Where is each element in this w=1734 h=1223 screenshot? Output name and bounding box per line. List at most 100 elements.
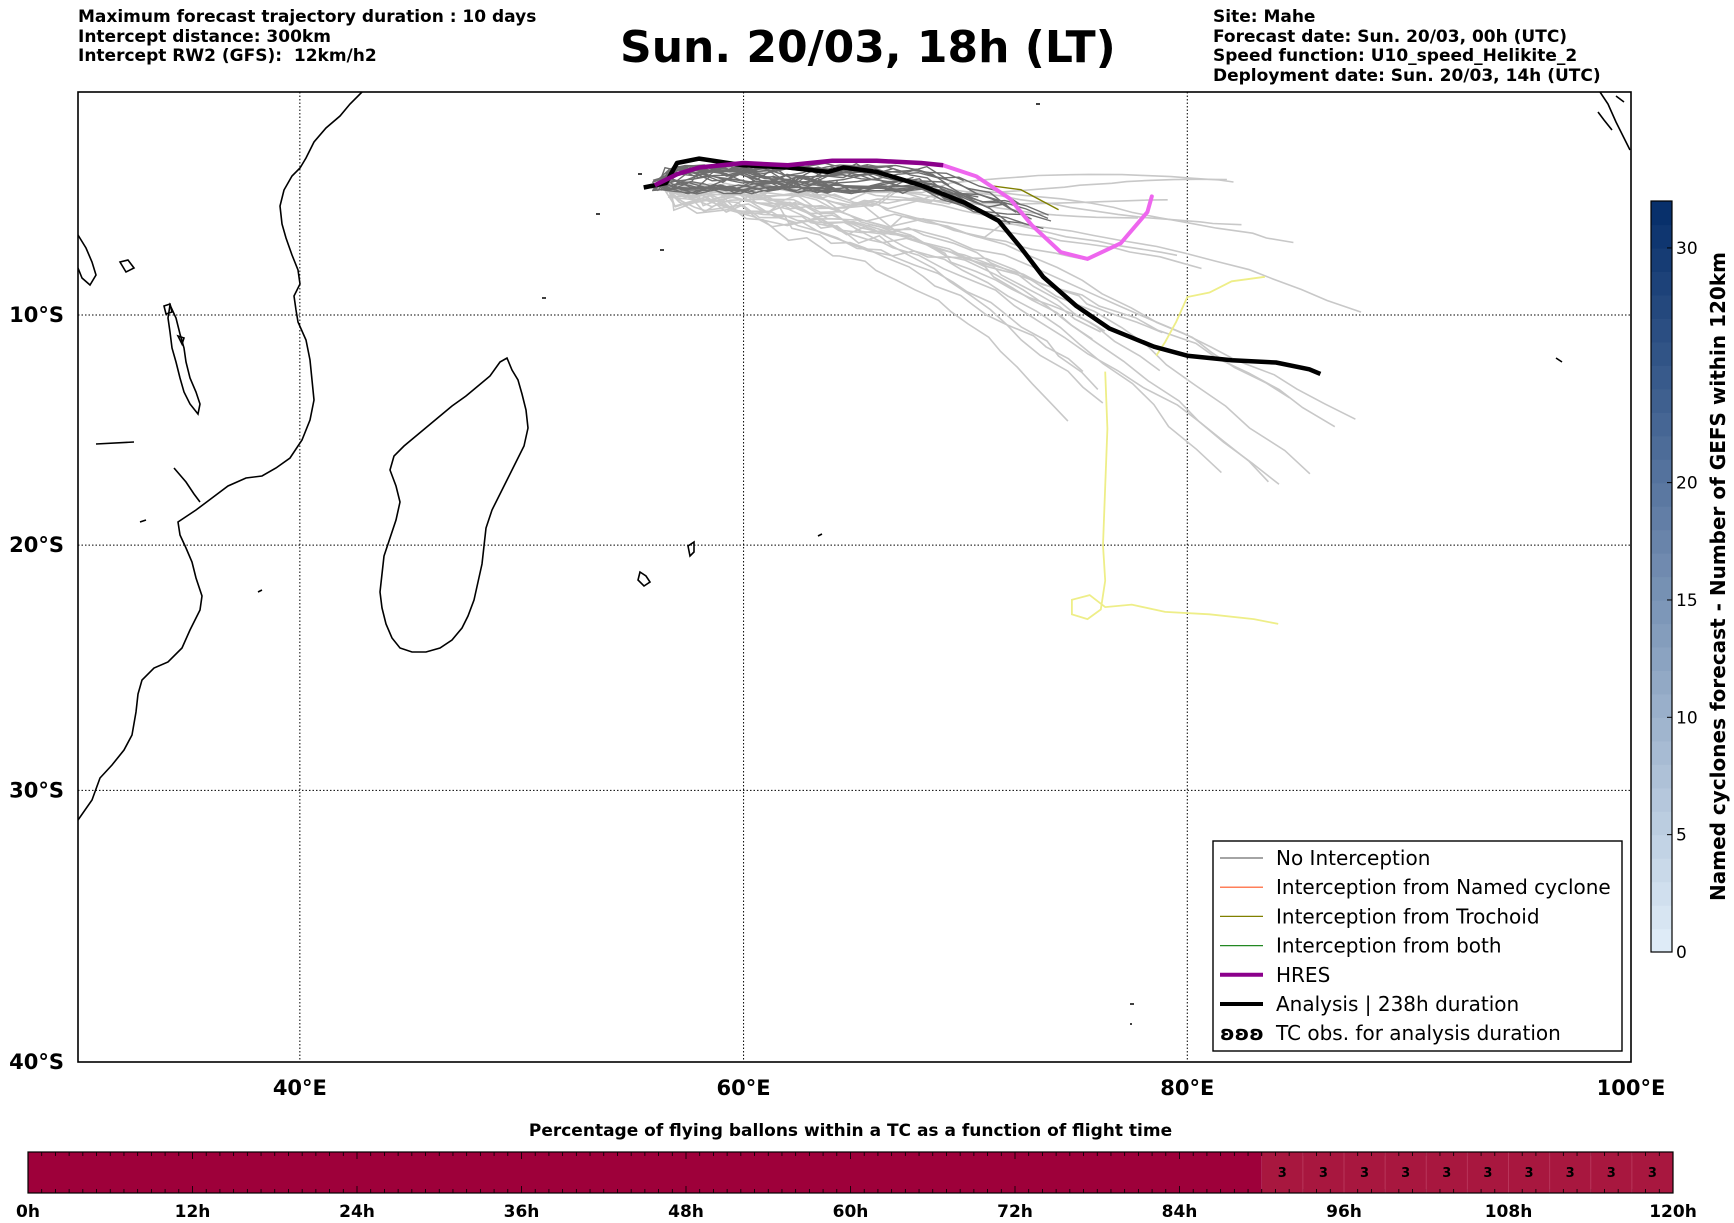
colorbar-tick-label: 30	[1676, 239, 1698, 259]
colorbar-segment	[1651, 201, 1672, 226]
colorbar-segment	[1651, 247, 1672, 272]
header-line: Maximum forecast trajectory duration : 1…	[78, 7, 537, 27]
ensemble-track-light	[675, 185, 1106, 332]
colorbar-segment	[1651, 740, 1672, 765]
ensemble-track-light	[668, 188, 1291, 399]
colorbar-segment	[1651, 858, 1672, 883]
legend-label: No Interception	[1276, 846, 1430, 870]
percentage-cell-value: 3	[1648, 1166, 1657, 1181]
percentage-cell-value: 3	[1525, 1166, 1534, 1181]
colorbar-segment	[1651, 271, 1672, 296]
legend-label: Interception from both	[1276, 934, 1502, 958]
colorbar-segment	[1651, 224, 1672, 249]
header-left-info: Maximum forecast trajectory duration : 1…	[78, 7, 537, 67]
percentage-cell-value: 3	[1483, 1166, 1492, 1181]
colorbar-segment	[1651, 459, 1672, 484]
lat-tick-label: 30°S	[9, 778, 64, 802]
header-line: Intercept RW2 (GFS): 12km/h2	[78, 46, 377, 66]
header-right-info: Site: Mahe Forecast date: Sun. 20/03, 00h…	[1213, 7, 1601, 86]
page-title: Sun. 20/03, 18h (LT)	[620, 22, 1116, 73]
legend-item: Analysis | 238h duration	[1220, 992, 1519, 1016]
ensemble-track-dark	[652, 172, 1000, 202]
axis-labels: 40°E 60°E 80°E 100°E 10°S 20°S 30°S 40°S	[9, 303, 1665, 1100]
legend-label: HRES	[1276, 963, 1330, 987]
colorbar-tick-label: 0	[1676, 943, 1687, 963]
colorbar-segment	[1651, 553, 1672, 578]
colorbar-segment	[1651, 294, 1672, 319]
coastlines	[78, 92, 1631, 1025]
analysis-track	[643, 156, 1322, 376]
colorbar-tick-label: 20	[1676, 474, 1698, 494]
colorbar-segment	[1651, 928, 1672, 953]
colorbar-segment	[1651, 412, 1672, 437]
percentage-bar-frame	[27, 1151, 1674, 1194]
trochoid-track	[987, 184, 1059, 211]
percentage-bar-tick-label: 48h	[668, 1202, 704, 1222]
tc-obs-symbol: ʚʚʚ	[1220, 1021, 1264, 1045]
colorbar-segment	[1651, 318, 1672, 343]
header-line: Forecast date: Sun. 20/03, 00h (UTC)	[1213, 26, 1568, 47]
legend-label: Interception from Named cyclone	[1276, 875, 1611, 899]
highlight-tracks	[643, 156, 1322, 625]
colorbar-title: Named cyclones forecast - Number of GEFS…	[1706, 252, 1730, 901]
colorbar-segment	[1651, 646, 1672, 671]
percentage-bar-tick-label: 12h	[175, 1202, 211, 1222]
percentage-cell-value: 3	[1360, 1166, 1369, 1181]
ensemble-track-dark	[653, 162, 962, 201]
percentage-cell-value: 3	[1442, 1166, 1451, 1181]
legend-item: Interception from Named cyclone	[1220, 875, 1611, 899]
tc-percentage-bar: Percentage of flying ballons within a TC…	[16, 1121, 1697, 1222]
colorbar-segment	[1651, 600, 1672, 625]
percentage-cell-value: 3	[1319, 1166, 1328, 1181]
ensemble-track-light	[654, 183, 1311, 475]
colorbar-segment	[1651, 341, 1672, 366]
colorbar-segment	[1651, 693, 1672, 718]
legend-item: HRES	[1220, 963, 1330, 987]
header-line: Intercept distance: 300km	[78, 26, 331, 47]
ensemble-track-dark	[658, 163, 880, 193]
colorbar-segment	[1651, 529, 1672, 554]
percentage-bar-fill	[28, 1152, 1262, 1193]
ensemble-track-dark	[652, 169, 1049, 216]
percentage-bar-tick-label: 84h	[1162, 1202, 1198, 1222]
colorbar-segment	[1651, 365, 1672, 390]
colorbar-segment	[1651, 576, 1672, 601]
percentage-bar-tick-label: 72h	[997, 1202, 1033, 1222]
percentage-cell-value: 3	[1607, 1166, 1616, 1181]
map-frame	[77, 91, 1632, 1063]
colorbar-tick-label: 15	[1676, 591, 1698, 611]
colorbar-segment	[1651, 482, 1672, 507]
tc-observation-track	[1155, 275, 1266, 357]
legend-label: TC obs. for analysis duration	[1275, 1021, 1561, 1045]
colorbar-segment	[1651, 435, 1672, 460]
australia-corner	[1599, 92, 1631, 151]
madagascar-coastline	[379, 356, 529, 653]
arabia-coastline	[78, 234, 97, 287]
colorbar-segment	[1651, 388, 1672, 413]
legend-label: Interception from Trochoid	[1276, 904, 1540, 928]
legend: No Interception Interception from Named c…	[1212, 840, 1623, 1052]
hres-tail-track	[941, 163, 1154, 262]
hres-track	[653, 158, 944, 188]
ensemble-track-light	[663, 173, 1234, 210]
indonesia-fragments	[1597, 95, 1625, 131]
seychelles-dots	[542, 173, 1563, 1025]
lon-tick-label: 80°E	[1160, 1076, 1214, 1100]
africa-coastline	[78, 92, 363, 821]
colorbar-frame	[1650, 200, 1673, 953]
percentage-cell-value: 3	[1566, 1166, 1575, 1181]
colorbar-segment	[1651, 764, 1672, 789]
legend-item: ʚʚʚ TC obs. for analysis duration	[1220, 1021, 1561, 1045]
small-islands	[95, 103, 1040, 593]
legend-item: No Interception	[1220, 846, 1430, 870]
left-island-chain	[167, 302, 201, 416]
tc-observation-track	[1071, 371, 1279, 625]
percentage-bar-tick-label: 24h	[339, 1202, 375, 1222]
lon-tick-label: 40°E	[273, 1076, 327, 1100]
percentage-cell-value: 3	[1401, 1166, 1410, 1181]
percentage-bar-tick-label: 60h	[833, 1202, 869, 1222]
ensemble-track-light	[664, 179, 1280, 485]
percentage-bar-tick-label: 120h	[1649, 1202, 1697, 1222]
legend-item: Interception from Trochoid	[1220, 904, 1540, 928]
percentage-cell-value: 3	[1278, 1166, 1287, 1181]
